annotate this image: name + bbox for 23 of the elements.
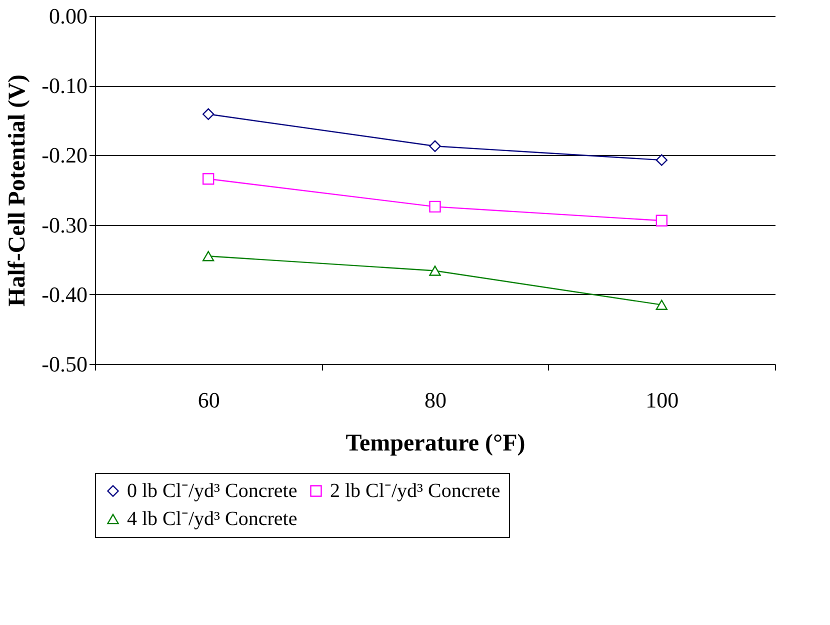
y-tick-label: 0.00 [49,4,88,28]
point [202,250,214,262]
legend-label: 0 lb Cl⁻/yd³ Concrete [127,480,298,502]
y-tick-label: -0.10 [42,73,88,98]
point [202,173,214,185]
y-tick-label: -0.20 [42,142,88,168]
y-tick-label: -0.40 [42,282,88,307]
point [429,266,441,276]
point [656,154,668,166]
y-tick-label: -0.30 [42,212,88,238]
x-tick-label: 80 [424,388,446,412]
x-tick-label: 60 [198,388,220,412]
point [429,200,441,213]
y-tick-label: -0.50 [42,352,88,376]
x-tick-label: 100 [646,388,679,412]
legend-label: 2 lb Cl⁻/yd³ Concrete [330,480,500,502]
x-axis-title: Temperature (°F) [346,430,526,456]
point [656,214,668,226]
point [656,300,668,310]
point [202,108,214,120]
legend-label: 4 lb Cl⁻/yd³ Concrete [127,508,298,530]
point [429,140,441,152]
y-axis-title: Half-Cell Potential (V) [4,74,31,306]
